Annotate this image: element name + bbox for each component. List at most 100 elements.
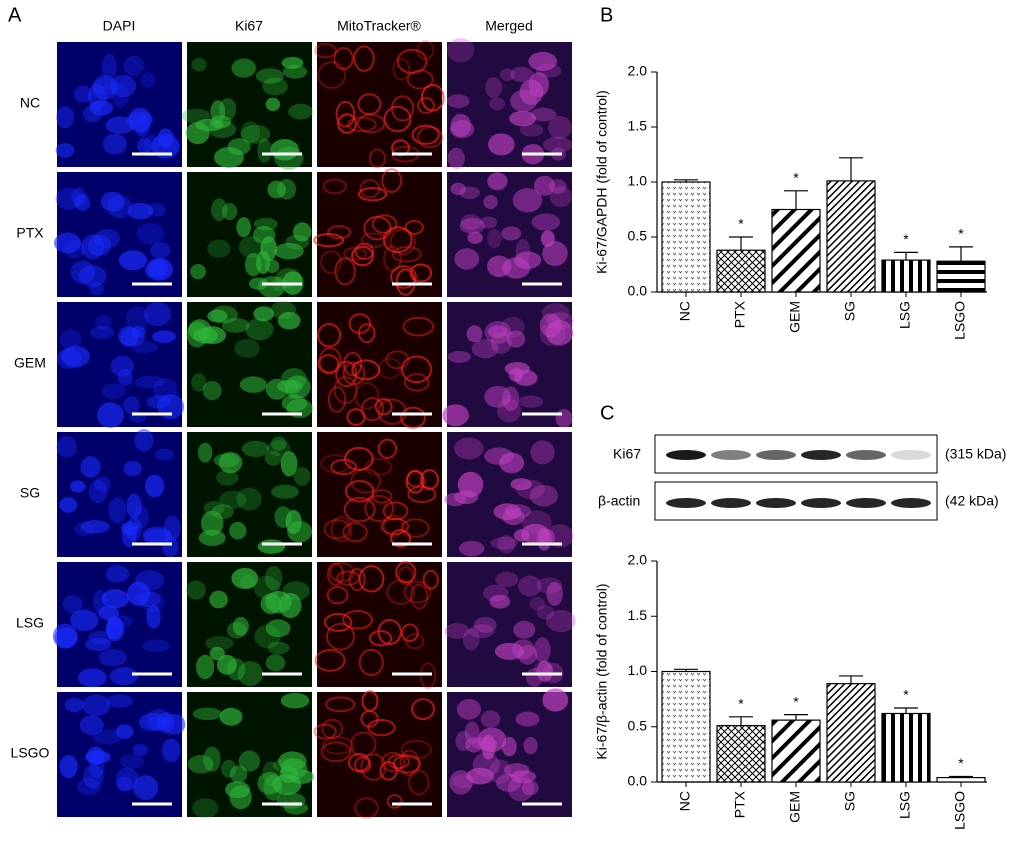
y-tick-label: 0.5 [628, 228, 648, 244]
column-label: MitoTracker® [337, 18, 421, 34]
cell [195, 654, 215, 680]
cell [100, 191, 125, 212]
cell [400, 739, 433, 760]
significance: * [738, 696, 744, 712]
cell [530, 107, 557, 122]
cell [460, 214, 482, 230]
cell [150, 258, 168, 279]
cell [281, 56, 304, 69]
cell [264, 450, 282, 466]
band [711, 498, 751, 508]
cell [513, 620, 536, 639]
x-tick-label: SG [842, 301, 858, 321]
y-axis-label: Ki-67/β-actin (fold of control) [594, 583, 610, 759]
cell [471, 339, 499, 359]
microscopy-grid: DAPI Ki67 MitoTracker® Merged NC PTX GEM SG LSG L… [11, 18, 576, 819]
cell [477, 727, 507, 753]
cell [192, 798, 219, 819]
cell [403, 373, 430, 392]
bar [716, 725, 766, 783]
column-label: DAPI [103, 18, 136, 34]
cell [504, 504, 532, 519]
cell [221, 759, 237, 778]
cell [102, 133, 127, 155]
cell [314, 43, 337, 59]
cell [234, 339, 260, 358]
cell [140, 72, 156, 88]
band [711, 450, 751, 460]
cell [359, 179, 381, 199]
cell [70, 260, 96, 284]
cell [495, 571, 519, 588]
cell [133, 591, 161, 608]
cell [161, 738, 181, 763]
cell [270, 139, 299, 161]
cell [154, 448, 175, 461]
band [666, 498, 706, 508]
column-label: Merged [485, 18, 532, 34]
cell [489, 594, 511, 609]
cell [349, 731, 377, 758]
cell [529, 597, 546, 611]
cell [513, 369, 538, 386]
western-blot: Ki67 β-actin (315 kDa) (42 kDa) [598, 434, 1006, 521]
cell [87, 234, 112, 256]
significance: * [793, 693, 799, 709]
x-tick-label: NC [677, 301, 693, 321]
cell [480, 216, 498, 229]
cell [240, 121, 261, 144]
cell [405, 633, 425, 650]
cell [64, 239, 86, 259]
cell [442, 404, 469, 427]
panel-letter: A [8, 4, 22, 26]
cell [485, 77, 503, 99]
cell [401, 355, 433, 384]
cell [342, 351, 363, 377]
cell [64, 697, 85, 713]
cell [98, 648, 128, 667]
band [891, 450, 931, 460]
bar [771, 719, 821, 783]
cell [101, 589, 130, 609]
cell [94, 476, 111, 492]
cell [280, 692, 310, 709]
cell [144, 262, 160, 278]
cell [364, 457, 393, 476]
x-tick-label: GEM [787, 791, 803, 823]
cell [260, 236, 277, 262]
cell [397, 566, 415, 586]
cell [274, 506, 292, 528]
cell [210, 115, 232, 129]
cell [132, 743, 148, 757]
cell [123, 396, 140, 415]
cell [265, 565, 283, 591]
cell [484, 321, 512, 344]
cell [123, 55, 145, 76]
cell [368, 630, 393, 647]
cell [260, 593, 282, 615]
cell [517, 575, 542, 597]
cell [389, 228, 416, 256]
cell [334, 257, 356, 286]
cell [280, 451, 298, 477]
cell [348, 568, 366, 591]
cell [490, 536, 518, 550]
cell [200, 510, 224, 536]
cell [85, 750, 111, 764]
cell [392, 754, 422, 774]
cell [353, 756, 372, 773]
cell [419, 662, 437, 690]
cell [317, 323, 342, 348]
cell [211, 198, 228, 221]
cell [238, 750, 261, 772]
cell [354, 381, 380, 410]
cell [353, 45, 375, 72]
cell [271, 484, 299, 499]
cell [96, 402, 125, 428]
y-tick-label: 2.0 [628, 63, 648, 79]
cell [447, 350, 472, 363]
y-tick-label: 1.0 [628, 662, 648, 678]
cell [198, 529, 226, 546]
band-size: (315 kDa) [945, 446, 1006, 462]
cell [555, 409, 573, 428]
